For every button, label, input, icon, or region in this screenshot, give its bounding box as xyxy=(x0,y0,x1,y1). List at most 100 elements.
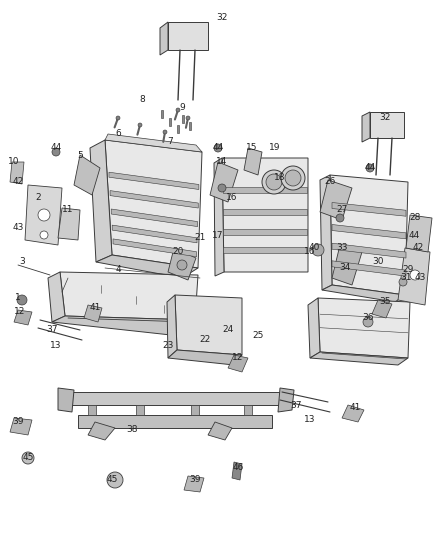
Circle shape xyxy=(399,278,407,286)
Polygon shape xyxy=(78,415,272,428)
Polygon shape xyxy=(25,185,62,245)
Text: 12: 12 xyxy=(14,308,26,317)
Text: 18: 18 xyxy=(274,174,286,182)
Polygon shape xyxy=(332,245,362,285)
Text: 32: 32 xyxy=(379,114,391,123)
Circle shape xyxy=(176,108,180,112)
Text: 5: 5 xyxy=(77,150,83,159)
Polygon shape xyxy=(90,140,112,262)
Polygon shape xyxy=(182,115,184,123)
Polygon shape xyxy=(322,285,405,302)
Text: 22: 22 xyxy=(199,335,211,344)
Polygon shape xyxy=(398,248,430,305)
Polygon shape xyxy=(370,112,404,138)
Polygon shape xyxy=(332,224,406,239)
Polygon shape xyxy=(210,162,238,202)
Polygon shape xyxy=(244,148,262,175)
Text: 19: 19 xyxy=(269,143,281,152)
Text: 15: 15 xyxy=(246,143,258,152)
Polygon shape xyxy=(48,272,65,322)
Polygon shape xyxy=(111,209,198,227)
Polygon shape xyxy=(58,208,80,240)
Text: 10: 10 xyxy=(8,157,20,166)
Polygon shape xyxy=(342,405,364,422)
Text: 3: 3 xyxy=(19,257,25,266)
Text: 34: 34 xyxy=(339,263,351,272)
Text: 12: 12 xyxy=(232,353,244,362)
Polygon shape xyxy=(161,110,163,118)
Text: 41: 41 xyxy=(350,403,360,413)
Circle shape xyxy=(177,260,187,270)
Text: 1: 1 xyxy=(15,294,21,303)
Circle shape xyxy=(40,231,48,239)
Polygon shape xyxy=(208,422,232,440)
Text: 41: 41 xyxy=(89,303,101,312)
Circle shape xyxy=(312,244,324,256)
Circle shape xyxy=(363,317,373,327)
Polygon shape xyxy=(177,125,179,133)
Text: 29: 29 xyxy=(403,265,413,274)
Circle shape xyxy=(17,295,27,305)
Circle shape xyxy=(266,174,282,190)
Circle shape xyxy=(52,148,60,156)
Text: 16: 16 xyxy=(226,193,238,203)
Text: 7: 7 xyxy=(167,138,173,147)
Circle shape xyxy=(285,170,301,186)
Polygon shape xyxy=(330,175,408,295)
Text: 24: 24 xyxy=(223,326,233,335)
Polygon shape xyxy=(318,298,410,358)
Text: 13: 13 xyxy=(304,416,316,424)
Polygon shape xyxy=(10,418,32,435)
Text: 25: 25 xyxy=(252,330,264,340)
Text: 35: 35 xyxy=(379,297,391,306)
Text: 37: 37 xyxy=(290,400,302,409)
Polygon shape xyxy=(58,388,74,412)
Polygon shape xyxy=(88,405,96,415)
Text: 46: 46 xyxy=(232,464,244,472)
Polygon shape xyxy=(84,305,102,322)
Polygon shape xyxy=(74,155,100,195)
Text: 44: 44 xyxy=(364,164,376,173)
Polygon shape xyxy=(113,239,197,257)
Circle shape xyxy=(138,123,142,127)
Text: 13: 13 xyxy=(50,341,62,350)
Polygon shape xyxy=(175,295,242,355)
Text: 42: 42 xyxy=(412,244,424,253)
Text: 44: 44 xyxy=(212,143,224,152)
Polygon shape xyxy=(406,215,432,252)
Polygon shape xyxy=(332,203,406,216)
Circle shape xyxy=(116,116,120,120)
Polygon shape xyxy=(168,248,196,280)
Text: 45: 45 xyxy=(22,454,34,463)
Text: 4: 4 xyxy=(115,265,121,274)
Text: 21: 21 xyxy=(194,233,206,243)
Polygon shape xyxy=(320,175,332,290)
Text: 45: 45 xyxy=(106,475,118,484)
Circle shape xyxy=(163,130,167,134)
Polygon shape xyxy=(169,118,171,126)
Text: 17: 17 xyxy=(212,231,224,240)
Circle shape xyxy=(410,270,420,280)
Text: 8: 8 xyxy=(139,95,145,104)
Text: 39: 39 xyxy=(189,475,201,484)
Text: 30: 30 xyxy=(372,257,384,266)
Polygon shape xyxy=(14,310,32,325)
Text: 9: 9 xyxy=(179,103,185,112)
Text: 36: 36 xyxy=(362,313,374,322)
Polygon shape xyxy=(223,187,307,192)
Polygon shape xyxy=(88,422,115,440)
Circle shape xyxy=(262,170,286,194)
Polygon shape xyxy=(310,352,408,365)
Polygon shape xyxy=(189,122,191,130)
Text: 38: 38 xyxy=(126,425,138,434)
Polygon shape xyxy=(222,158,308,272)
Circle shape xyxy=(186,116,190,120)
Polygon shape xyxy=(96,255,198,278)
Polygon shape xyxy=(110,191,198,208)
Circle shape xyxy=(336,214,344,222)
Circle shape xyxy=(22,452,34,464)
Polygon shape xyxy=(362,112,370,142)
Text: 32: 32 xyxy=(216,13,228,22)
Polygon shape xyxy=(52,316,195,336)
Polygon shape xyxy=(168,350,242,365)
